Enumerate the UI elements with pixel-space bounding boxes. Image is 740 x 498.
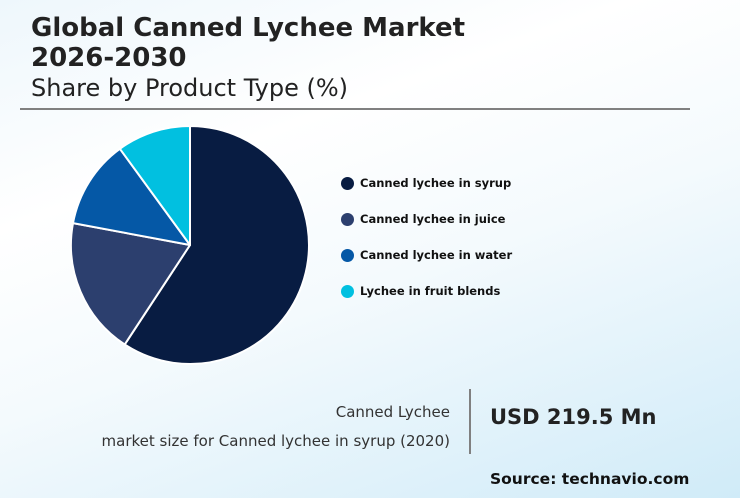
- pie-slice-water: [72, 147, 191, 246]
- legend-item-syrup: Canned lychee in syrup: [341, 173, 512, 193]
- stat-value: USD 219.5 Mn: [490, 405, 657, 429]
- legend-label: Lychee in fruit blends: [360, 284, 501, 298]
- pie-slice-juice: [70, 222, 191, 346]
- stat-label-line2: market size for Canned lychee in syrup (…: [101, 432, 450, 450]
- pie-slice-fruit-blends: [118, 124, 191, 246]
- legend-dot-icon: [341, 212, 354, 226]
- chart-subtitle: Share by Product Type (%): [31, 74, 348, 102]
- stat-divider: [469, 389, 471, 454]
- stat-label-line1: Canned Lychee: [335, 403, 450, 421]
- chart-title-line1: Global Canned Lychee Market: [31, 13, 466, 43]
- chart-title-line2: 2026-2030: [31, 43, 187, 73]
- legend-dot-icon: [341, 176, 354, 190]
- source-credit: Source: technavio.com: [490, 470, 690, 488]
- legend-label: Canned lychee in water: [360, 248, 513, 262]
- legend-dot-icon: [341, 284, 354, 298]
- legend-label: Canned lychee in syrup: [360, 176, 512, 190]
- legend-item-juice: Canned lychee in juice: [341, 209, 512, 229]
- pie-slice-syrup: [123, 125, 310, 365]
- chart-legend: Canned lychee in syrup Canned lychee in …: [341, 173, 512, 317]
- legend-dot-icon: [341, 248, 354, 262]
- legend-item-fruit-blends: Lychee in fruit blends: [341, 281, 512, 301]
- legend-label: Canned lychee in juice: [360, 212, 506, 226]
- header-divider: [20, 108, 690, 110]
- stat-description: Canned Lychee market size for Canned lyc…: [102, 398, 450, 456]
- legend-item-water: Canned lychee in water: [341, 245, 512, 265]
- chart-title: Global Canned Lychee Market 2026-2030: [31, 13, 465, 73]
